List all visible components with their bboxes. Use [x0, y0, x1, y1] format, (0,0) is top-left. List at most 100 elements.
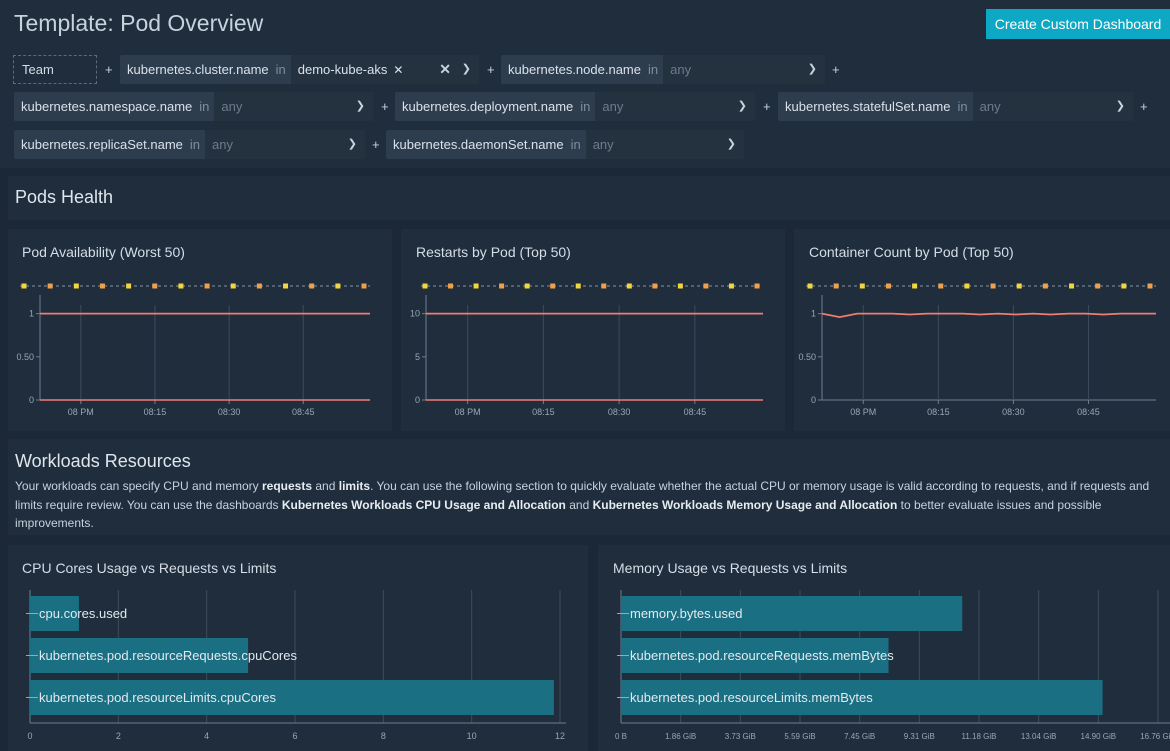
x-tick-label: 0: [27, 731, 32, 741]
event-marker: [703, 283, 709, 289]
x-tick-label: 1.86 GiB: [665, 732, 696, 741]
pod-availability-panel: Pod Availability (Worst 50) 0 0.50 1 08 PM 0…: [8, 229, 392, 431]
x-tick-label: 16.76 GiB: [1140, 732, 1170, 741]
chevron-down-icon[interactable]: ❯: [1115, 100, 1125, 112]
chevron-down-icon[interactable]: ❯: [347, 138, 357, 150]
filter-daemonset-name[interactable]: kubernetes.daemonSet.name in any ❯: [386, 130, 744, 159]
add-filter-plus[interactable]: +: [832, 62, 840, 77]
filter-namespace-name[interactable]: kubernetes.namespace.name in any ❯: [14, 92, 373, 121]
event-marker: [677, 283, 683, 289]
bar: [621, 596, 963, 631]
filter-label: kubernetes.namespace.name: [21, 99, 193, 114]
x-tick-label: 08:15: [927, 407, 950, 417]
series-line: [821, 312, 1156, 319]
event-marker: [728, 283, 734, 289]
bar: [621, 638, 889, 673]
event-marker: [1016, 283, 1022, 289]
chevron-down-icon[interactable]: ❯: [355, 100, 365, 112]
event-marker: [256, 283, 262, 289]
team-scope-button[interactable]: Team Scope: [13, 55, 97, 104]
add-filter-plus[interactable]: +: [487, 62, 495, 77]
chevron-down-icon[interactable]: ❯: [737, 100, 747, 112]
event-marker: [1042, 283, 1048, 289]
filter-operator: in: [957, 99, 968, 114]
y-tick-label: 10: [410, 309, 420, 319]
filter-label: kubernetes.cluster.name: [127, 62, 269, 77]
section-title: Workloads Resources: [15, 451, 191, 471]
remove-tag-icon[interactable]: ✕: [393, 63, 404, 77]
filter-operator: in: [275, 62, 286, 77]
event-marker: [550, 283, 556, 289]
restarts-by-pod-chart: 0 5 10 08 PM 08:15 08:30 08:45: [410, 283, 763, 417]
x-tick-label: 08 PM: [850, 407, 876, 417]
x-tick-label: 8: [381, 731, 386, 741]
filter-value-select[interactable]: any ❯: [205, 130, 365, 159]
filter-statefulset-name[interactable]: kubernetes.statefulSet.name in any ❯: [778, 92, 1133, 121]
create-custom-dashboard-button[interactable]: Create Custom Dashboard: [986, 9, 1170, 39]
event-marker: [47, 283, 53, 289]
chart-title: Memory Usage vs Requests vs Limits: [613, 560, 848, 576]
event-marker: [601, 283, 607, 289]
bar: [30, 638, 249, 673]
filter-value-placeholder: any: [592, 137, 614, 152]
y-tick-label: 1: [811, 309, 816, 319]
filter-cluster-name[interactable]: kubernetes.cluster.name in demo-kube-aks…: [120, 55, 479, 84]
x-tick-label: 0 B: [615, 732, 627, 741]
filter-label: kubernetes.deployment.name: [402, 99, 574, 114]
x-tick-label: 08 PM: [68, 407, 94, 417]
bar-label: cpu.cores.used: [39, 606, 127, 621]
dashboard-header: Template: Pod Overview Create Custom Das…: [0, 0, 1170, 168]
memory-usage-panel: Memory Usage vs Requests vs Limits 0 B 1.…: [598, 545, 1170, 751]
filter-node-name[interactable]: kubernetes.node.name in any ❯: [501, 55, 825, 84]
x-tick-label: 3.73 GiB: [725, 732, 756, 741]
y-tick-label: 0.50: [798, 352, 816, 362]
add-filter-plus[interactable]: +: [105, 62, 113, 77]
chevron-down-icon[interactable]: ❯: [726, 138, 736, 150]
x-tick-label: 14.90 GiB: [1081, 732, 1117, 741]
filter-operator: in: [199, 99, 210, 114]
x-tick-label: 4: [204, 731, 209, 741]
event-marker: [652, 283, 658, 289]
event-marker: [309, 283, 315, 289]
bar-label: memory.bytes.used: [630, 606, 742, 621]
filter-value-select[interactable]: demo-kube-aks ✕ ✕ ❯: [290, 55, 479, 84]
chevron-down-icon[interactable]: ❯: [807, 63, 817, 75]
filter-operator: in: [189, 137, 200, 152]
add-filter-plus[interactable]: +: [381, 99, 389, 114]
x-tick-label: 08:45: [292, 407, 315, 417]
event-marker: [524, 283, 530, 289]
pods-health-section: Pods Health: [8, 176, 1170, 220]
filter-value-select[interactable]: any ❯: [595, 92, 755, 121]
bar-label: kubernetes.pod.resourceLimits.cpuCores: [39, 690, 277, 705]
y-tick-label: 0.50: [16, 352, 34, 362]
filter-value-select[interactable]: any ❯: [585, 130, 744, 159]
bar-label: kubernetes.pod.resourceLimits.memBytes: [630, 690, 873, 705]
event-marker: [1121, 283, 1127, 289]
add-filter-plus[interactable]: +: [763, 99, 771, 114]
filter-value-placeholder: any: [602, 99, 624, 114]
event-marker: [938, 283, 944, 289]
event-marker: [990, 283, 996, 289]
event-marker: [126, 283, 132, 289]
event-marker: [21, 283, 27, 289]
event-marker: [99, 283, 105, 289]
workloads-description: Your workloads can specify CPU and memor…: [15, 479, 1150, 530]
x-tick-label: 08:15: [532, 407, 555, 417]
filter-label: kubernetes.daemonSet.name: [393, 137, 564, 152]
filter-value-select[interactable]: any ❯: [214, 92, 373, 121]
x-tick-label: 08:15: [144, 407, 167, 417]
workloads-resources-section: Workloads Resources: [8, 439, 1170, 535]
filter-deployment-name[interactable]: kubernetes.deployment.name in any ❯: [395, 92, 755, 121]
add-filter-plus[interactable]: +: [1140, 99, 1148, 114]
x-tick-label: 12: [555, 731, 565, 741]
event-marker: [1095, 283, 1101, 289]
filter-value-select[interactable]: any ❯: [972, 92, 1133, 121]
chevron-down-icon[interactable]: ❯: [461, 63, 471, 75]
add-filter-plus[interactable]: +: [372, 137, 380, 152]
filter-value-select[interactable]: any ❯: [663, 55, 825, 84]
filter-operator: in: [570, 137, 581, 152]
cpu-usage-panel: CPU Cores Usage vs Requests vs Limits 0 2…: [8, 545, 588, 751]
bar: [30, 680, 554, 715]
clear-icon[interactable]: ✕: [439, 61, 451, 77]
filter-replicaset-name[interactable]: kubernetes.replicaSet.name in any ❯: [14, 130, 365, 159]
